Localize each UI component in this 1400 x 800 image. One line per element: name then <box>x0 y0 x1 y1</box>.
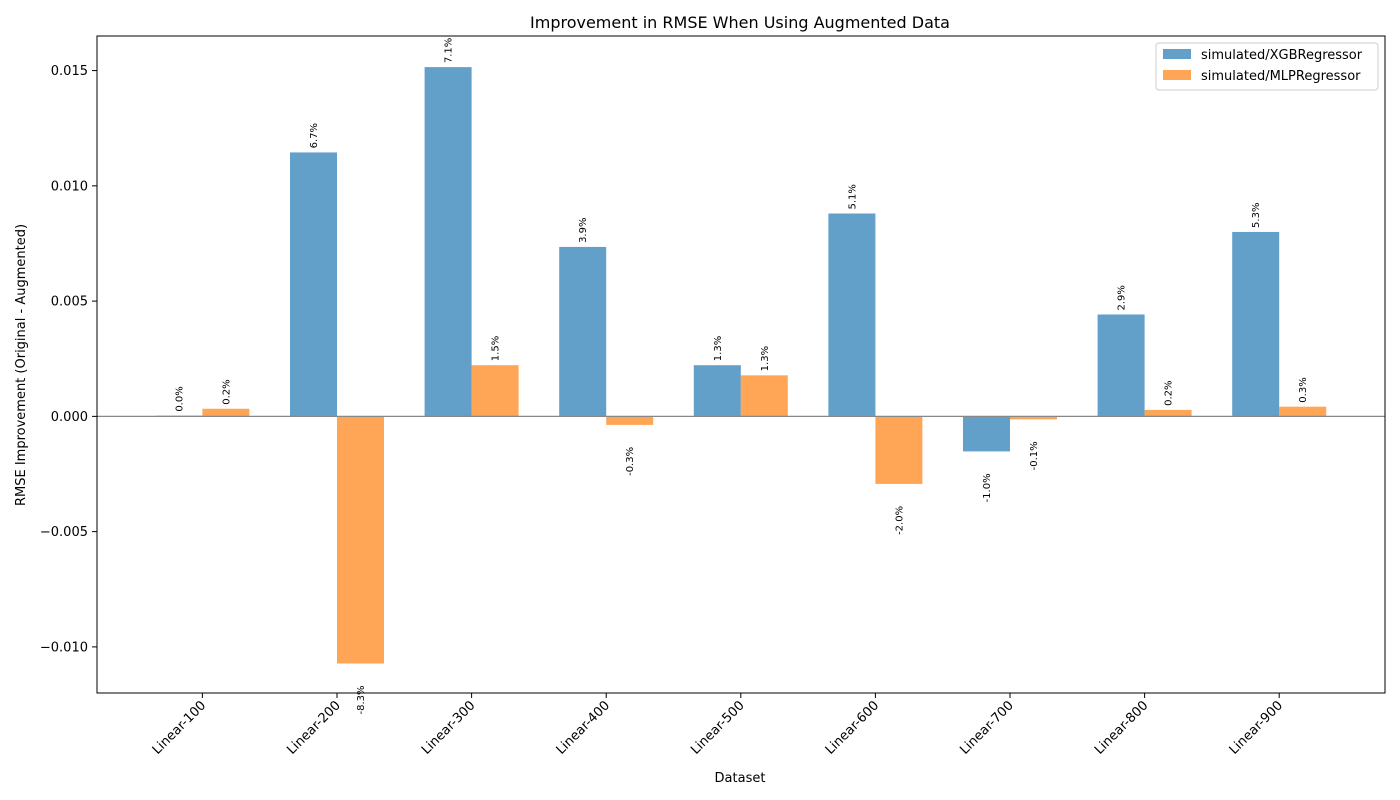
y-tick-label: 0.010 <box>51 179 88 194</box>
bar-label-mlp-linear-200: -8.3% <box>356 685 367 714</box>
bar-label-mlp-linear-500: 1.3% <box>760 346 771 371</box>
bar-mlp-linear-400 <box>606 416 654 425</box>
legend-label-mlp: simulated/MLPRegressor <box>1201 69 1361 84</box>
bar-label-mlp-linear-800: 0.2% <box>1164 381 1175 406</box>
x-tick-label-linear-400: Linear-400 <box>554 698 613 757</box>
legend-label-xgb: simulated/XGBRegressor <box>1201 48 1363 63</box>
bar-label-xgb-linear-900: 5.3% <box>1251 203 1262 228</box>
x-tick-label-linear-500: Linear-500 <box>688 698 747 757</box>
x-axis-title: Dataset <box>715 771 766 786</box>
y-tick-label: 0.015 <box>51 64 88 79</box>
chart-title: Improvement in RMSE When Using Augmented… <box>530 13 950 32</box>
x-tick-label-linear-600: Linear-600 <box>823 698 882 757</box>
bar-label-mlp-linear-100: 0.2% <box>221 379 232 404</box>
x-tick-label-linear-900: Linear-900 <box>1227 698 1286 757</box>
bar-xgb-linear-900 <box>1232 231 1280 417</box>
bar-label-xgb-linear-300: 7.1% <box>444 38 455 63</box>
y-tick-label: −0.005 <box>40 525 88 540</box>
bar-xgb-linear-300 <box>424 67 472 417</box>
bar-label-mlp-linear-900: 0.3% <box>1298 377 1309 402</box>
y-tick-label: −0.010 <box>40 640 88 655</box>
bar-xgb-linear-400 <box>559 246 607 417</box>
bar-label-xgb-linear-700: -1.0% <box>982 473 993 502</box>
bar-label-mlp-linear-300: 1.5% <box>491 336 502 361</box>
legend-swatch-xgb <box>1163 49 1191 59</box>
x-tick-label-linear-800: Linear-800 <box>1092 698 1151 757</box>
x-tick-label-linear-700: Linear-700 <box>957 698 1016 757</box>
bar-label-xgb-linear-100: 0.0% <box>174 386 185 411</box>
bar-label-xgb-linear-400: 3.9% <box>578 218 589 243</box>
bar-mlp-linear-800 <box>1144 409 1192 417</box>
bar-mlp-linear-500 <box>740 375 788 417</box>
legend: simulated/XGBRegressor simulated/MLPRegre… <box>1155 42 1379 91</box>
bar-xgb-linear-600 <box>828 213 876 417</box>
bar-xgb-linear-800 <box>1097 314 1145 417</box>
bar-xgb-linear-500 <box>693 365 741 417</box>
bar-label-xgb-linear-500: 1.3% <box>713 336 724 361</box>
bar-xgb-linear-700 <box>963 416 1010 452</box>
legend-swatch-mlp <box>1163 70 1191 80</box>
y-axis: −0.010 −0.005 0.000 0.005 0.010 0.015 <box>40 64 97 655</box>
bar-mlp-linear-700 <box>1010 416 1057 420</box>
bar-xgb-linear-200 <box>290 152 337 417</box>
bar-mlp-linear-200 <box>337 416 384 664</box>
y-axis-title: RMSE Improvement (Original - Augmented) <box>14 224 29 506</box>
bar-label-xgb-linear-800: 2.9% <box>1117 285 1128 310</box>
bar-label-mlp-linear-400: -0.3% <box>625 447 636 476</box>
bar-label-mlp-linear-700: -0.1% <box>1029 441 1040 470</box>
bar-label-xgb-linear-200: 6.7% <box>309 123 320 148</box>
x-tick-label-linear-100: Linear-100 <box>150 698 209 757</box>
bar-label-xgb-linear-600: 5.1% <box>847 184 858 209</box>
bar-label-mlp-linear-600: -2.0% <box>894 506 905 535</box>
y-tick-label: 0.000 <box>51 410 88 425</box>
x-tick-label-linear-300: Linear-300 <box>419 698 478 757</box>
legend-box <box>1155 42 1379 91</box>
y-tick-label: 0.005 <box>51 295 88 310</box>
bar-mlp-linear-100 <box>202 408 250 417</box>
bar-mlp-linear-900 <box>1279 406 1327 417</box>
bar-mlp-linear-600 <box>875 416 923 484</box>
x-tick-label-linear-200: Linear-200 <box>284 698 343 757</box>
bar-mlp-linear-300 <box>471 365 519 417</box>
x-axis: Linear-100 Linear-200 Linear-300 Linear-400… <box>150 693 1286 758</box>
plot-area: 0.0% 6.7% 7.1% 3.9% 1.3% 5.1% -1.0% 2.9% 5.3% 0.2… <box>97 38 1385 715</box>
